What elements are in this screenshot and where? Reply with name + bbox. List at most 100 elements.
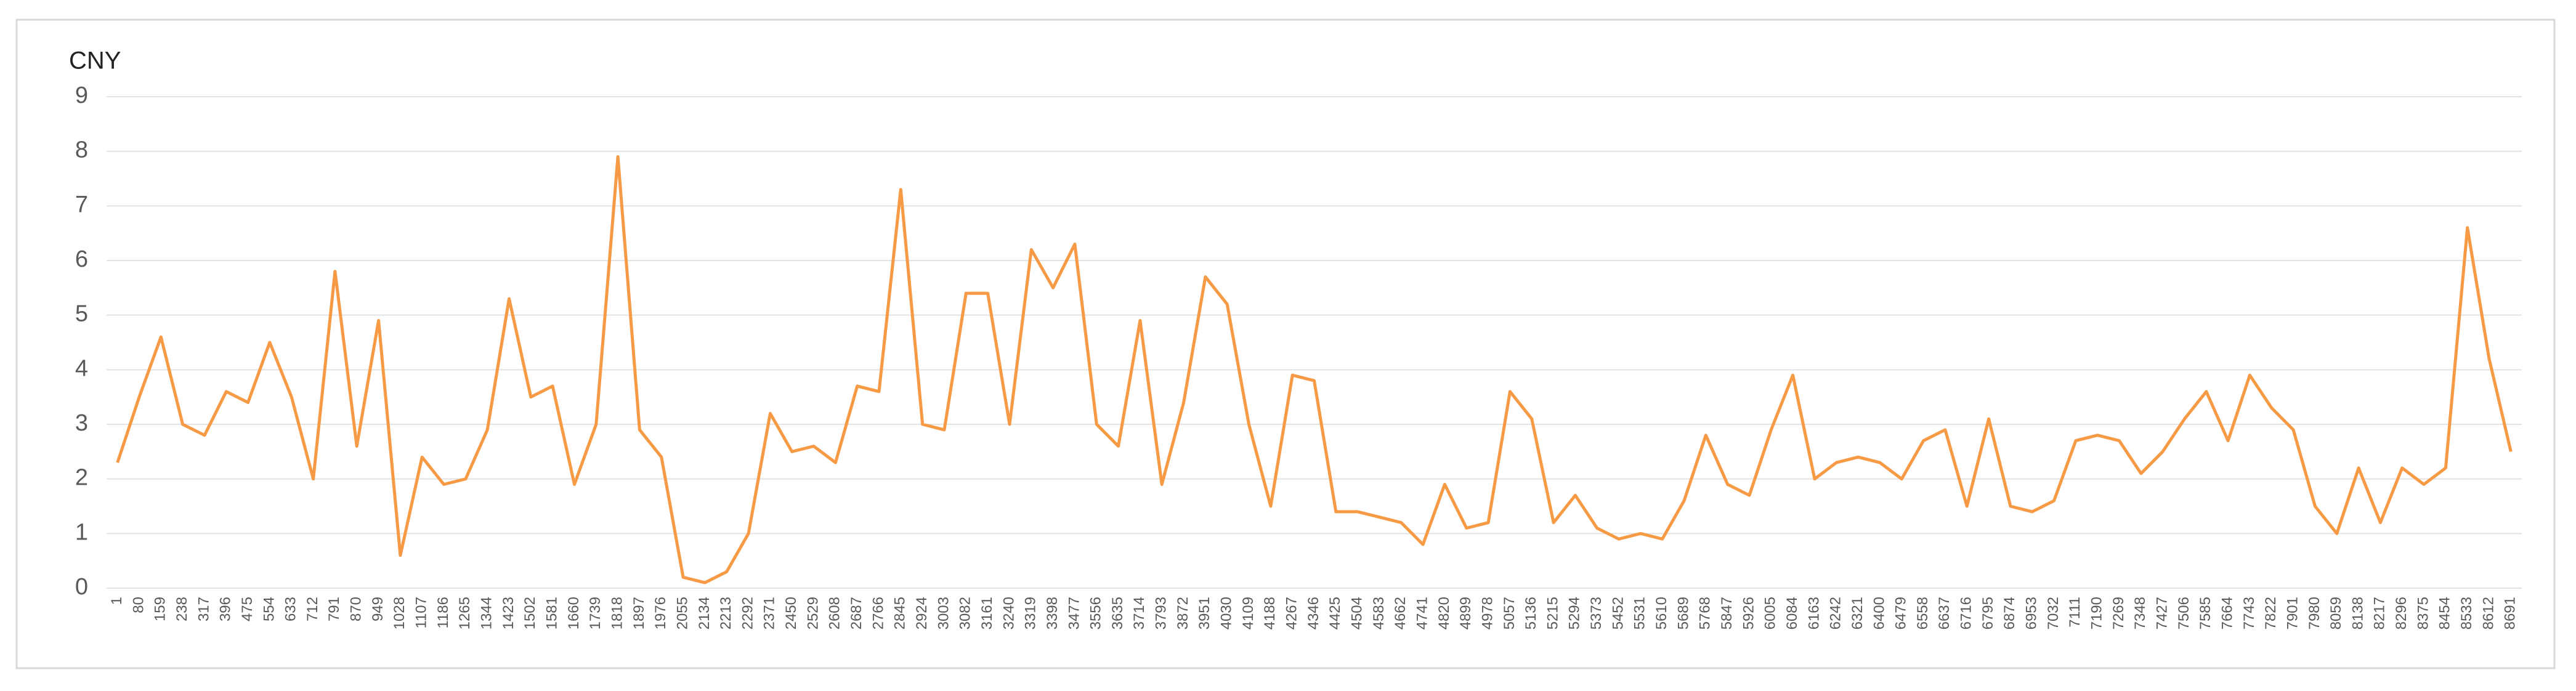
- x-tick-label: 7348: [2132, 597, 2149, 629]
- x-tick-label: 5926: [1740, 597, 1757, 629]
- y-tick-label: 1: [75, 519, 88, 545]
- x-tick-label: 3398: [1044, 597, 1061, 629]
- x-tick-label: 1028: [391, 597, 408, 629]
- x-tick-label: 2687: [848, 597, 865, 629]
- x-tick-label: 5768: [1697, 597, 1714, 629]
- y-tick-label: 9: [75, 83, 88, 108]
- x-tick-label: 6479: [1893, 597, 1910, 629]
- x-tick-label: 8217: [2371, 597, 2388, 629]
- x-tick-label: 1423: [500, 597, 517, 629]
- x-tick-label: 8612: [2480, 597, 2497, 629]
- x-tick-label: 3003: [935, 597, 952, 629]
- x-tick-label: 3951: [1196, 597, 1213, 629]
- x-tick-label: 7901: [2284, 597, 2301, 629]
- x-tick-label: 2055: [674, 597, 691, 629]
- x-tick-label: 5452: [1610, 597, 1626, 629]
- x-tick-label: 4109: [1240, 597, 1257, 629]
- x-tick-label: 3556: [1088, 597, 1104, 629]
- x-tick-label: 6953: [2023, 597, 2040, 629]
- x-tick-label: 3635: [1109, 597, 1126, 629]
- x-tick-label: 2924: [913, 597, 930, 629]
- y-tick-label: 4: [75, 355, 88, 381]
- x-tick-label: 6400: [1871, 597, 1887, 629]
- x-tick-label: 4346: [1305, 597, 1322, 629]
- x-tick-label: 159: [152, 597, 169, 621]
- x-tick-label: 6163: [1805, 597, 1822, 629]
- x-tick-label: 1739: [587, 597, 604, 629]
- x-tick-label: 3082: [957, 597, 974, 629]
- x-tick-label: 7822: [2262, 597, 2279, 629]
- data-line: [116, 155, 2513, 584]
- x-tick-label: 2213: [718, 597, 734, 629]
- x-tick-label: 8454: [2437, 597, 2453, 629]
- x-tick-label: 7111: [2067, 597, 2083, 628]
- x-tick-label: 1976: [652, 597, 669, 629]
- x-tick-label: 1: [108, 597, 125, 605]
- x-tick-label: 4741: [1414, 597, 1430, 629]
- x-tick-label: 1897: [631, 597, 647, 629]
- x-tick-label: 2450: [783, 597, 800, 629]
- x-tick-label: 2371: [761, 597, 778, 629]
- x-tick-label: 3793: [1153, 597, 1170, 629]
- x-tick-label: 791: [326, 597, 342, 621]
- x-tick-label: 4978: [1479, 597, 1496, 629]
- x-tick-label: 80: [130, 597, 147, 613]
- y-tick-label: 6: [75, 246, 88, 272]
- x-tick-label: 1660: [565, 597, 582, 629]
- x-tick-label: 6084: [1784, 597, 1800, 629]
- x-tick-label: 6874: [2001, 597, 2018, 629]
- x-tick-label: 633: [283, 597, 299, 621]
- x-tick-label: 3714: [1131, 597, 1148, 629]
- x-tick-label: 5215: [1544, 597, 1561, 629]
- chart-border: [15, 18, 2556, 669]
- x-tick-label: 4899: [1457, 597, 1474, 629]
- x-tick-label: 5847: [1719, 597, 1735, 629]
- y-tick-label: 0: [75, 574, 88, 600]
- x-tick-label: 238: [174, 597, 190, 621]
- x-tick-label: 7743: [2241, 597, 2258, 629]
- x-tick-label: 6321: [1849, 597, 1866, 629]
- x-tick-label: 2766: [870, 597, 886, 629]
- x-tick-label: 7506: [2176, 597, 2192, 629]
- x-tick-label: 4030: [1218, 597, 1235, 629]
- x-tick-label: 5057: [1501, 597, 1518, 629]
- x-tick-label: 2134: [696, 597, 713, 629]
- x-tick-label: 3872: [1175, 597, 1191, 629]
- x-tick-label: 4662: [1392, 597, 1409, 629]
- x-tick-label: 7269: [2110, 597, 2127, 629]
- x-tick-label: 5689: [1675, 597, 1691, 629]
- x-tick-label: 7032: [2045, 597, 2062, 629]
- x-tick-label: 870: [348, 597, 365, 621]
- x-tick-label: 5610: [1653, 597, 1670, 629]
- x-tick-label: 6716: [1958, 597, 1975, 629]
- x-tick-label: 8138: [2349, 597, 2366, 629]
- x-tick-label: 949: [370, 597, 386, 621]
- x-tick-label: 6558: [1914, 597, 1931, 629]
- x-tick-label: 712: [304, 597, 321, 621]
- x-tick-label: 4267: [1284, 597, 1300, 629]
- x-tick-label: 1107: [413, 597, 430, 629]
- x-tick-label: 8296: [2393, 597, 2410, 629]
- x-tick-label: 8375: [2415, 597, 2431, 629]
- x-tick-label: 475: [239, 597, 256, 621]
- x-tick-label: 1581: [543, 597, 560, 629]
- x-tick-label: 5294: [1566, 597, 1583, 629]
- x-tick-label: 4425: [1327, 597, 1343, 629]
- y-tick-label: 5: [75, 301, 88, 327]
- x-tick-label: 7980: [2306, 597, 2323, 629]
- x-tick-label: 5136: [1523, 597, 1539, 629]
- x-tick-label: 7190: [2089, 597, 2105, 629]
- x-tick-label: 1502: [522, 597, 538, 629]
- x-tick-label: 2292: [739, 597, 756, 629]
- x-tick-label: 2845: [892, 597, 909, 629]
- x-tick-label: 7664: [2219, 597, 2235, 629]
- x-tick-label: 6637: [1936, 597, 1953, 629]
- y-tick-label: 8: [75, 137, 88, 163]
- y-tick-label: 2: [75, 465, 88, 491]
- x-tick-label: 6005: [1762, 597, 1779, 629]
- x-tick-label: 2608: [827, 597, 843, 629]
- x-tick-label: 5531: [1632, 597, 1648, 629]
- x-tick-label: 4583: [1371, 597, 1387, 629]
- x-tick-label: 6242: [1828, 597, 1844, 629]
- x-tick-label: 6795: [1980, 597, 1996, 629]
